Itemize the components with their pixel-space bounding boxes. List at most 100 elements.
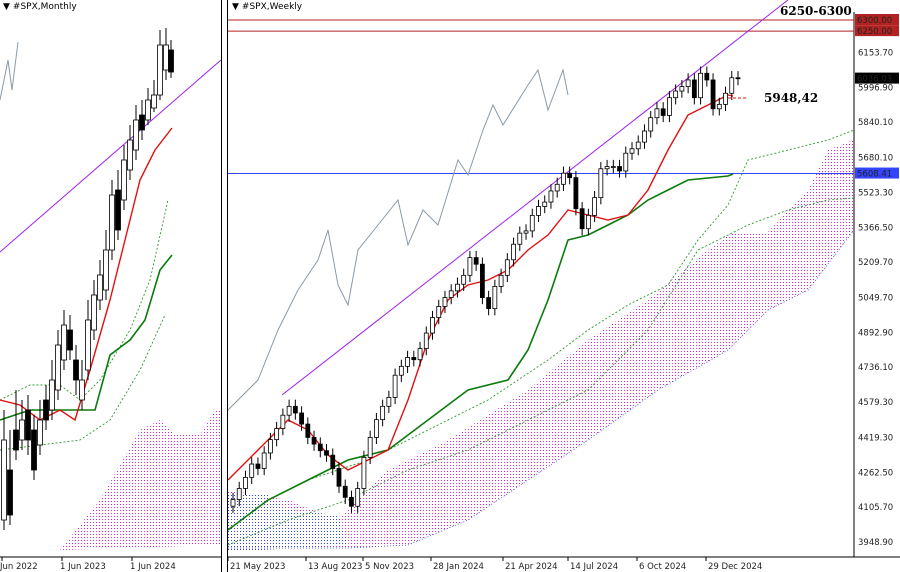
monthly-candle-body bbox=[103, 249, 109, 291]
monthly-title-text: #SPX,Monthly bbox=[12, 2, 77, 12]
monthly-candle-body bbox=[151, 94, 157, 109]
candle bbox=[311, 430, 317, 451]
candle bbox=[292, 399, 298, 420]
monthly-candle-body bbox=[1, 439, 7, 521]
monthly-candle bbox=[121, 145, 127, 210]
candle bbox=[398, 359, 404, 382]
candle bbox=[667, 91, 672, 123]
monthly-candle-body bbox=[43, 399, 49, 421]
candle-body bbox=[685, 79, 691, 88]
monthly-candle bbox=[127, 125, 133, 180]
candle-body bbox=[536, 206, 541, 216]
candle-body bbox=[691, 79, 697, 99]
candle-body bbox=[311, 437, 317, 445]
candle-body bbox=[648, 117, 654, 132]
monthly-x-tick-label: 1 Jun 2023 bbox=[60, 562, 106, 572]
monthly-dotted-upper bbox=[0, 199, 169, 401]
monthly-chart-panel[interactable]: Jun 2022 1 Jun 2023 1 Jun 2024 ▼ #SPX,Month… bbox=[0, 0, 221, 572]
candle bbox=[479, 257, 485, 305]
weekly-chart-panel[interactable]: 6153.70 5996.90 5840.10 5680.10 5523.30 5366.… bbox=[228, 0, 900, 572]
candle-body bbox=[336, 468, 342, 487]
monthly-candle bbox=[157, 30, 163, 100]
candle bbox=[336, 461, 342, 493]
candle bbox=[442, 290, 448, 314]
candle bbox=[455, 277, 460, 298]
y-tick-label: 4579.30 bbox=[858, 398, 893, 408]
candle-body bbox=[542, 201, 548, 207]
x-tick-label: 28 Jan 2024 bbox=[433, 562, 484, 572]
monthly-violet-trendline bbox=[0, 59, 221, 253]
monthly-candle-body bbox=[49, 379, 55, 411]
weekly-chart-svg: 6153.70 5996.90 5840.10 5680.10 5523.30 5366.… bbox=[228, 0, 900, 572]
kijun-upper-dotted bbox=[307, 129, 855, 481]
monthly-chart-title: ▼ #SPX,Monthly bbox=[3, 2, 77, 12]
candle-body bbox=[349, 496, 354, 507]
candle-body bbox=[548, 190, 554, 203]
candle bbox=[349, 490, 354, 513]
monthly-candle bbox=[37, 400, 43, 455]
candle bbox=[729, 71, 735, 100]
candle bbox=[386, 390, 392, 413]
candle-body bbox=[305, 423, 311, 438]
chikou-span-line bbox=[228, 68, 569, 411]
x-tick-label: 13 Aug 2023 bbox=[308, 562, 362, 572]
candle bbox=[554, 177, 560, 198]
monthly-candle-body bbox=[31, 429, 37, 471]
monthly-x-tick-label: 1 Jun 2024 bbox=[130, 562, 176, 572]
candle-body bbox=[367, 437, 373, 458]
candle-body bbox=[473, 257, 479, 265]
candle-body bbox=[461, 274, 467, 285]
candle-body bbox=[511, 243, 516, 261]
candle-body bbox=[255, 463, 261, 469]
monthly-candle bbox=[115, 170, 121, 240]
candle bbox=[405, 350, 410, 374]
x-tick-label: 14 Jul 2024 bbox=[570, 562, 618, 572]
monthly-candle bbox=[1, 410, 7, 530]
candle-body bbox=[324, 450, 329, 456]
candle bbox=[635, 135, 641, 156]
candle bbox=[324, 444, 329, 462]
candle-body bbox=[423, 332, 429, 349]
candle-body bbox=[529, 214, 535, 232]
monthly-candle bbox=[163, 28, 169, 80]
candle-body bbox=[442, 297, 448, 307]
candle-body bbox=[573, 177, 579, 210]
candle bbox=[673, 84, 679, 105]
candle-body bbox=[629, 148, 635, 154]
candle-body bbox=[417, 348, 423, 361]
y-tick-label: 5366.50 bbox=[858, 223, 893, 233]
candle-body bbox=[386, 397, 392, 407]
candle bbox=[735, 71, 741, 86]
candle bbox=[274, 421, 280, 447]
x-tick-label: 21 May 2023 bbox=[230, 562, 285, 572]
candle bbox=[411, 350, 417, 367]
candle bbox=[610, 159, 616, 174]
monthly-candle bbox=[19, 400, 25, 450]
candle bbox=[567, 166, 573, 185]
y-tick-label: 6153.70 bbox=[858, 48, 893, 58]
monthly-candle-body bbox=[97, 274, 103, 301]
candle bbox=[604, 159, 610, 176]
candle bbox=[299, 406, 304, 431]
price-tag-last: 6036.03 bbox=[855, 72, 899, 85]
monthly-candle-body bbox=[85, 319, 91, 371]
monthly-x-tick-label: Jun 2022 bbox=[0, 562, 38, 572]
candle bbox=[504, 253, 510, 282]
candle bbox=[280, 408, 286, 436]
price-tag-5608-bg bbox=[855, 167, 899, 179]
collapse-triangle-icon[interactable]: ▼ bbox=[3, 2, 10, 12]
candle bbox=[392, 368, 398, 405]
monthly-candle-body bbox=[163, 44, 169, 71]
collapse-triangle-icon[interactable]: ▼ bbox=[232, 2, 239, 12]
candle-body bbox=[554, 183, 560, 192]
price-tag-5608: 5608.41 bbox=[855, 167, 899, 180]
monthly-candle bbox=[145, 88, 151, 125]
candle bbox=[373, 412, 379, 445]
candle bbox=[573, 170, 579, 216]
candle-body bbox=[467, 257, 473, 276]
candle-body bbox=[430, 317, 435, 334]
monthly-candle-body bbox=[168, 49, 174, 73]
candle bbox=[523, 224, 529, 240]
candle bbox=[330, 448, 336, 476]
y-tick-label: 3948.90 bbox=[858, 538, 893, 548]
